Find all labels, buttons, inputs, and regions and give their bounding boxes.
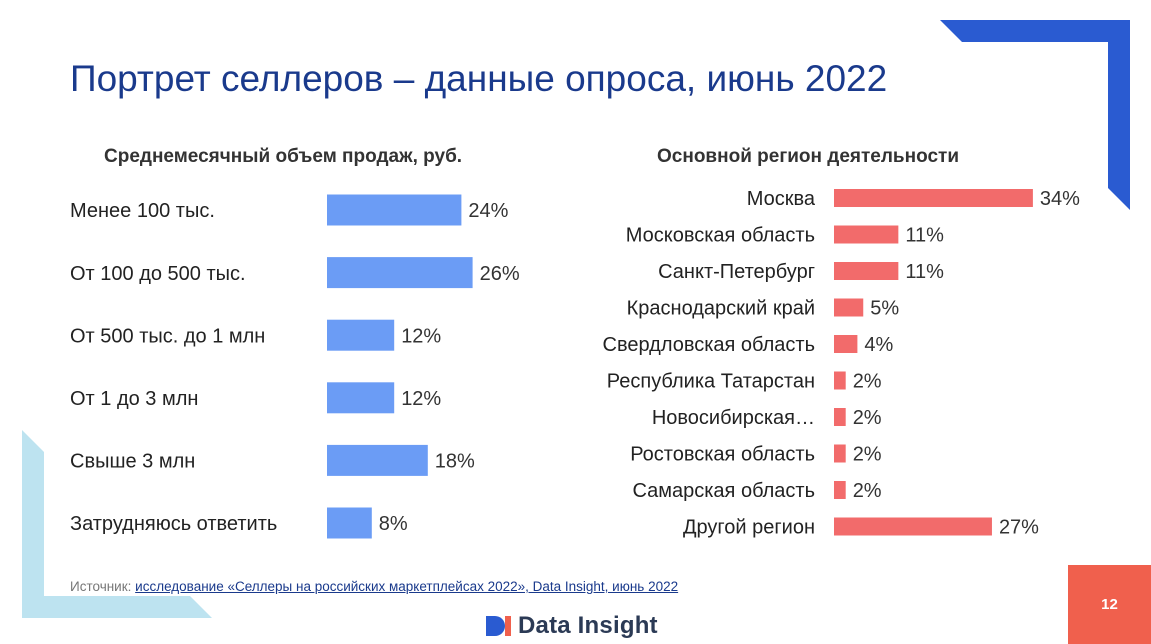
data-insight-logo: Data Insight [486, 612, 658, 640]
category-label: Москва [747, 188, 816, 210]
category-label: Новосибирская… [652, 407, 815, 429]
category-label: Другой регион [683, 517, 815, 539]
value-label: 24% [468, 200, 508, 222]
bar [834, 335, 858, 353]
bar [327, 257, 473, 289]
category-label: Республика Татарстан [607, 371, 815, 393]
bar [834, 481, 846, 499]
value-label: 12% [401, 325, 441, 347]
bar [834, 225, 899, 244]
source-link[interactable]: исследование «Селлеры на российских марк… [135, 579, 679, 594]
category-label: Московская область [626, 225, 815, 247]
bar [834, 444, 846, 463]
bar [834, 371, 846, 390]
page-number-box: 12 [1068, 565, 1151, 644]
value-label: 11% [905, 225, 944, 247]
category-label: От 500 тыс. до 1 млн [70, 325, 265, 347]
category-label: Ростовская область [630, 444, 815, 466]
value-label: 12% [401, 388, 441, 410]
right-chart-title: Основной регион деятельности [657, 146, 959, 167]
category-label: Затрудняюсь ответить [70, 513, 277, 535]
left-chart-title: Среднемесячный объем продаж, руб. [104, 146, 463, 167]
bar [327, 444, 428, 476]
bar [834, 298, 864, 317]
value-label: 26% [480, 263, 520, 285]
value-label: 27% [999, 517, 1039, 539]
value-label: 2% [853, 371, 882, 393]
bar [834, 408, 846, 426]
slide-title: Портрет селлеров – данные опроса, июнь 2… [70, 58, 888, 99]
source-label: Источник: [70, 579, 132, 594]
value-label: 18% [435, 451, 475, 473]
source-note: Источник: исследование «Селлеры на росси… [70, 579, 678, 594]
category-label: Самарская область [632, 480, 815, 502]
category-label: Краснодарский край [627, 298, 815, 320]
page-number: 12 [1101, 596, 1118, 613]
category-label: Свыше 3 млн [70, 451, 195, 473]
value-label: 2% [853, 407, 882, 429]
bar [834, 262, 899, 280]
value-label: 8% [379, 513, 408, 535]
bar [834, 189, 1033, 207]
value-label: 34% [1040, 188, 1080, 210]
bar [834, 517, 992, 536]
bar [327, 319, 395, 351]
category-label: Санкт-Петербург [658, 261, 815, 283]
bar [327, 382, 395, 414]
logo-text: Data Insight [518, 612, 658, 639]
category-label: От 100 до 500 тыс. [70, 263, 246, 285]
category-label: Свердловская область [603, 334, 815, 356]
category-label: От 1 до 3 млн [70, 388, 198, 410]
bar [327, 194, 462, 226]
category-label: Менее 100 тыс. [70, 200, 215, 222]
bar [327, 507, 372, 539]
value-label: 5% [870, 298, 899, 320]
value-label: 11% [905, 261, 944, 283]
value-label: 2% [853, 444, 882, 466]
logo-mark-icon [486, 616, 511, 636]
value-label: 4% [864, 334, 893, 356]
value-label: 2% [853, 480, 882, 502]
